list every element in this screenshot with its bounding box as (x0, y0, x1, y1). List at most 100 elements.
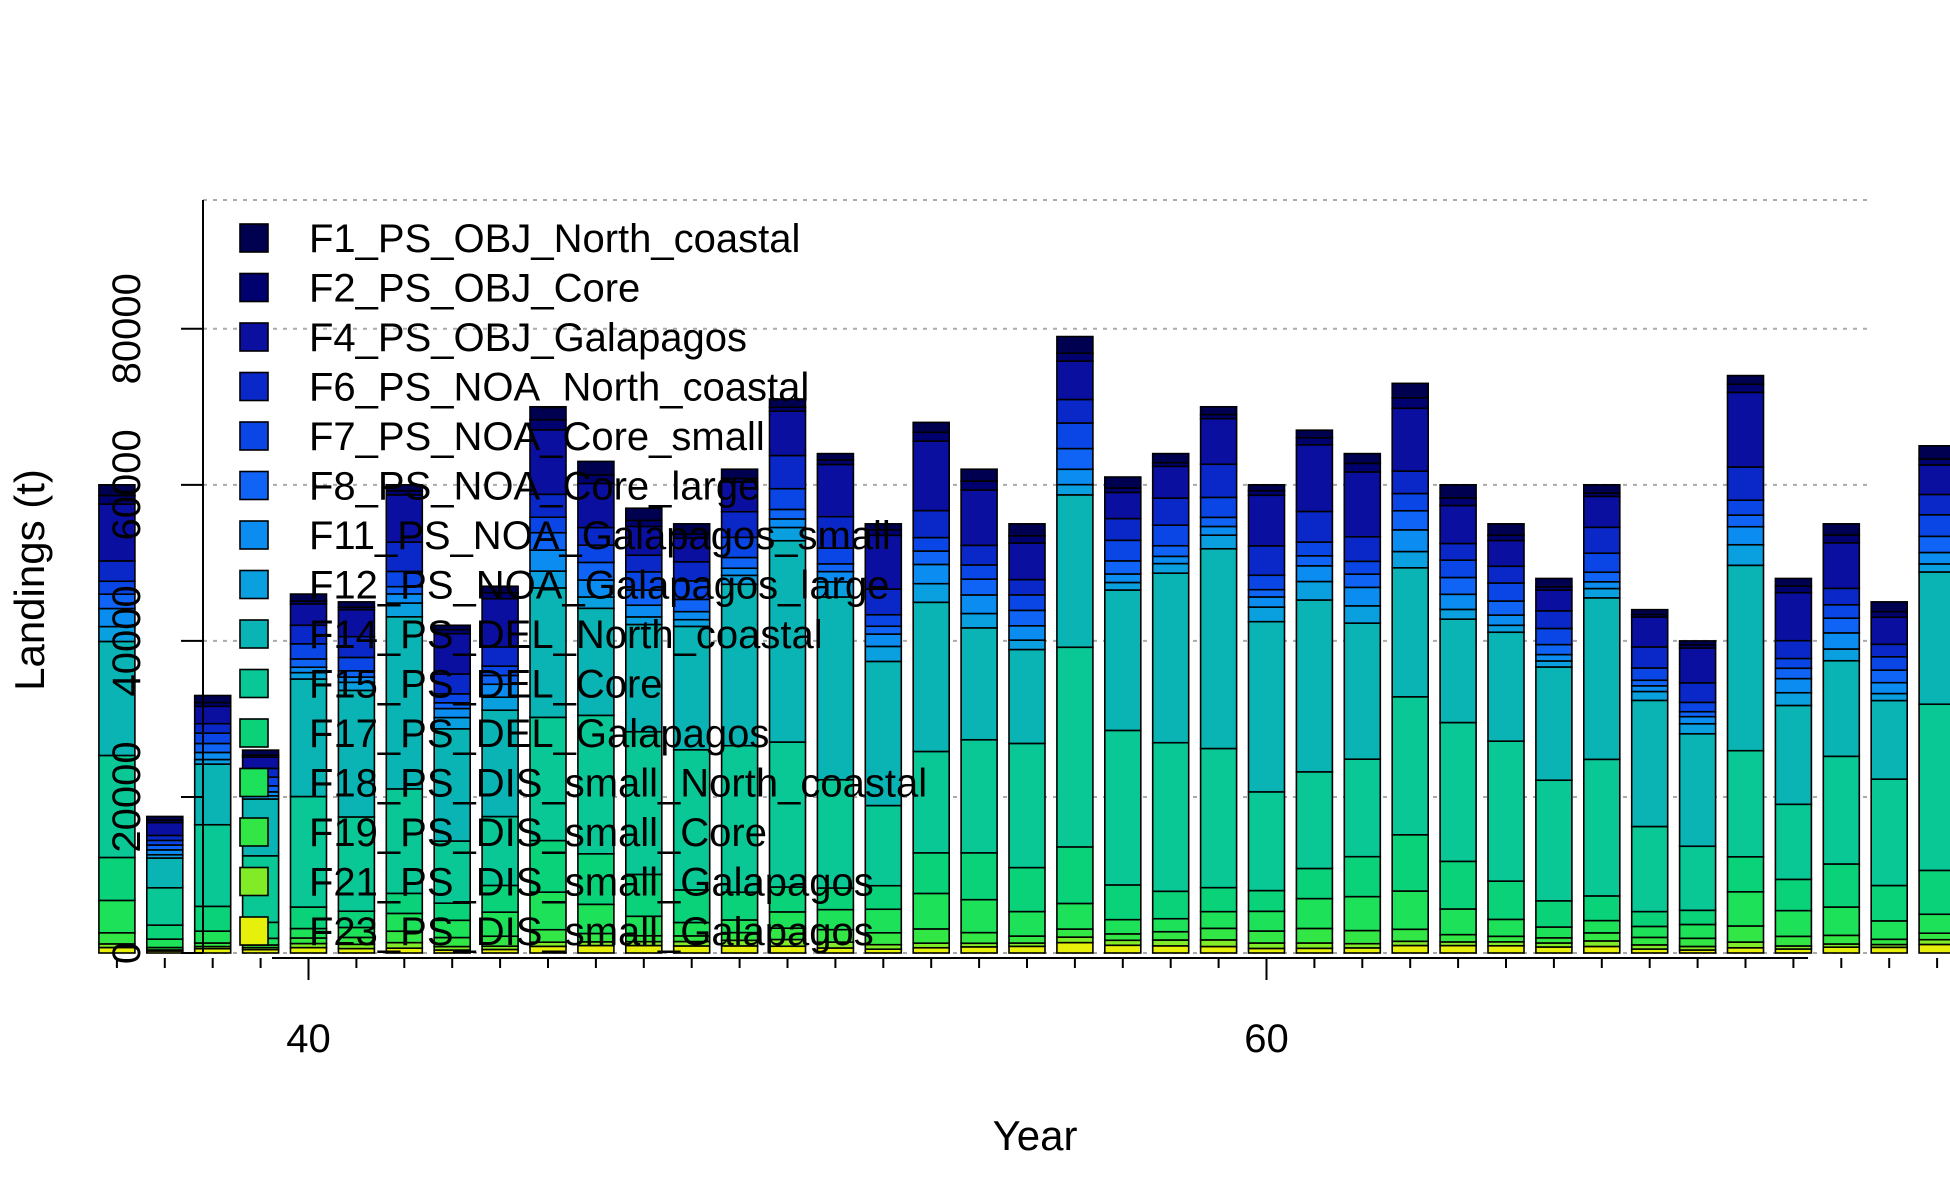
bar-segment (1726, 374, 1765, 386)
bar-segment (1583, 597, 1621, 761)
bar-segment (1199, 945, 1238, 954)
bar-segment (1343, 622, 1382, 760)
bar-segment (1630, 608, 1669, 616)
bar-segment (1151, 562, 1190, 574)
bar-segment (1918, 444, 1950, 460)
bar-segment (1487, 582, 1525, 602)
legend-entry: F17_PS_DEL_Galapagos (239, 712, 769, 756)
bar-segment (241, 756, 280, 770)
bar-segment (1343, 605, 1382, 624)
bar-segment (1151, 555, 1190, 565)
bar-stack (146, 815, 184, 954)
bar-segment (98, 640, 136, 757)
bar-segment (1822, 632, 1861, 650)
legend-swatch (239, 470, 269, 501)
bar-segment (1726, 925, 1765, 943)
legend-label: F14_PS_DEL_North_coastal (309, 613, 823, 657)
bar-segment (1726, 749, 1765, 858)
bar-segment (1630, 825, 1669, 913)
bar-segment (1295, 580, 1334, 601)
bar-segment (960, 578, 998, 596)
bar-segment (529, 587, 567, 719)
bar-segment (1726, 941, 1765, 949)
bar-segment (193, 930, 232, 944)
legend-swatch (239, 619, 269, 649)
bar-stack (1583, 484, 1621, 954)
bar-segment (960, 852, 998, 901)
bar-segment (1487, 624, 1525, 634)
bar-segment (624, 525, 663, 557)
bar-segment (1343, 855, 1382, 898)
bar-segment (960, 612, 998, 629)
bar-segment (1008, 542, 1046, 581)
bar-stack (1822, 523, 1861, 954)
ticks: 0200004000060000800004060801001201401601… (105, 273, 1939, 1061)
bar-segment (433, 728, 472, 842)
bar-segment (1391, 492, 1429, 512)
bar-segment (816, 463, 855, 518)
bar-segment (289, 593, 328, 602)
bar-segment (1295, 443, 1334, 513)
bar-segment (1535, 666, 1573, 782)
bar-segment (912, 892, 951, 930)
bar-segment (289, 678, 328, 798)
bar-segment (1056, 398, 1094, 424)
bar-segment (1630, 679, 1669, 687)
bar-segment (1247, 606, 1286, 623)
bar-segment (1678, 937, 1717, 948)
bar-segment (1343, 560, 1382, 575)
bar-segment (1295, 429, 1334, 439)
bar-segment (1199, 910, 1238, 930)
bar-segment (1774, 677, 1813, 694)
bar-segment (1151, 544, 1190, 558)
y-tick-label: 0 (105, 942, 149, 964)
bar-segment (193, 823, 232, 908)
bar-segment (1199, 534, 1238, 550)
bar-segment (433, 632, 472, 675)
bar-segment (1774, 591, 1813, 642)
bar-segment (146, 815, 184, 821)
bar-segment (1199, 547, 1238, 750)
bar-segment (1870, 610, 1908, 619)
legend-entry: F7_PS_NOA_Core_small (239, 415, 765, 459)
bar-segment (1056, 941, 1094, 954)
bar-segment (98, 503, 136, 562)
bar-segment (1583, 526, 1621, 555)
bar-segment (146, 857, 184, 889)
legend-entry: F14_PS_DEL_North_coastal (239, 613, 823, 657)
bar-segment (1247, 620, 1286, 793)
bar-segment (1391, 529, 1429, 553)
bar-segment (1583, 940, 1621, 948)
bar-segment (864, 588, 903, 616)
bar-segment (864, 804, 903, 887)
legend-swatch (239, 817, 269, 847)
bar-segment (1199, 496, 1238, 519)
bar-segment (1439, 497, 1477, 507)
bar-stack (433, 624, 472, 954)
bar-segment (1487, 565, 1525, 584)
legend-label: F6_PS_NOA_North_coastal (309, 366, 809, 410)
bar-stack (672, 523, 711, 954)
bar-segment (1439, 593, 1477, 611)
bar-segment (1199, 525, 1238, 536)
bar-stack (1199, 405, 1238, 954)
bar-segment (720, 744, 759, 894)
bar-stack (481, 585, 519, 954)
bar-segment (1630, 646, 1669, 669)
bar-segment (912, 550, 951, 566)
bar-segment (1822, 603, 1861, 619)
bar-segment (1630, 616, 1669, 648)
bar-segment (960, 544, 998, 566)
bar-segment (1199, 886, 1238, 913)
legend-entry: F1_PS_OBJ_North_coastal (239, 217, 800, 261)
bar-segment (1774, 803, 1813, 881)
bar-segment (768, 410, 807, 457)
bar-segment (1918, 464, 1950, 496)
bar-segment (1151, 917, 1190, 933)
bar-segment (193, 722, 232, 734)
bar-segment (1726, 855, 1765, 893)
bar-segment (1918, 493, 1950, 516)
bar-segment (816, 452, 855, 461)
bar-segment (768, 741, 807, 888)
bar-segment (433, 840, 472, 904)
